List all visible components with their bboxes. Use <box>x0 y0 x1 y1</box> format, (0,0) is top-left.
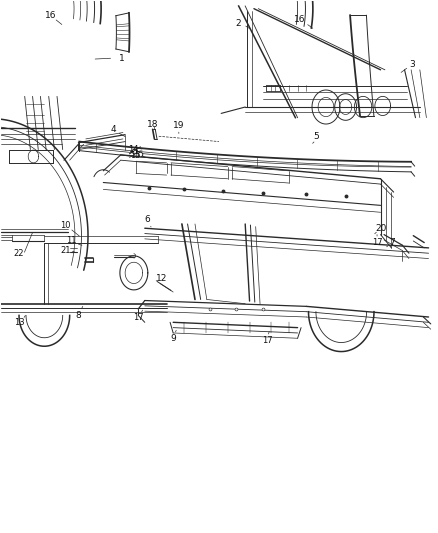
Text: 2: 2 <box>235 19 240 28</box>
Text: 19: 19 <box>173 121 184 130</box>
Text: 20: 20 <box>376 224 387 233</box>
Text: 7: 7 <box>389 238 395 247</box>
Text: 17: 17 <box>262 336 272 345</box>
Text: 13: 13 <box>14 318 25 327</box>
Text: 3: 3 <box>409 60 415 69</box>
Text: 10: 10 <box>60 221 71 230</box>
Text: 22: 22 <box>14 249 24 258</box>
Text: 6: 6 <box>144 215 150 224</box>
Text: 11: 11 <box>66 237 77 246</box>
Text: 14: 14 <box>128 145 138 154</box>
Text: 16: 16 <box>294 15 306 24</box>
Text: 9: 9 <box>170 334 176 343</box>
Text: 8: 8 <box>75 311 81 320</box>
Text: 17: 17 <box>133 313 144 322</box>
Text: 17: 17 <box>372 238 382 247</box>
Text: 5: 5 <box>313 132 319 141</box>
Text: 15: 15 <box>130 151 141 160</box>
Text: 21: 21 <box>60 246 71 255</box>
Text: 18: 18 <box>147 119 159 128</box>
Text: 12: 12 <box>155 273 167 282</box>
Text: 4: 4 <box>110 125 116 134</box>
Text: 1: 1 <box>119 54 125 62</box>
Text: 16: 16 <box>45 11 57 20</box>
